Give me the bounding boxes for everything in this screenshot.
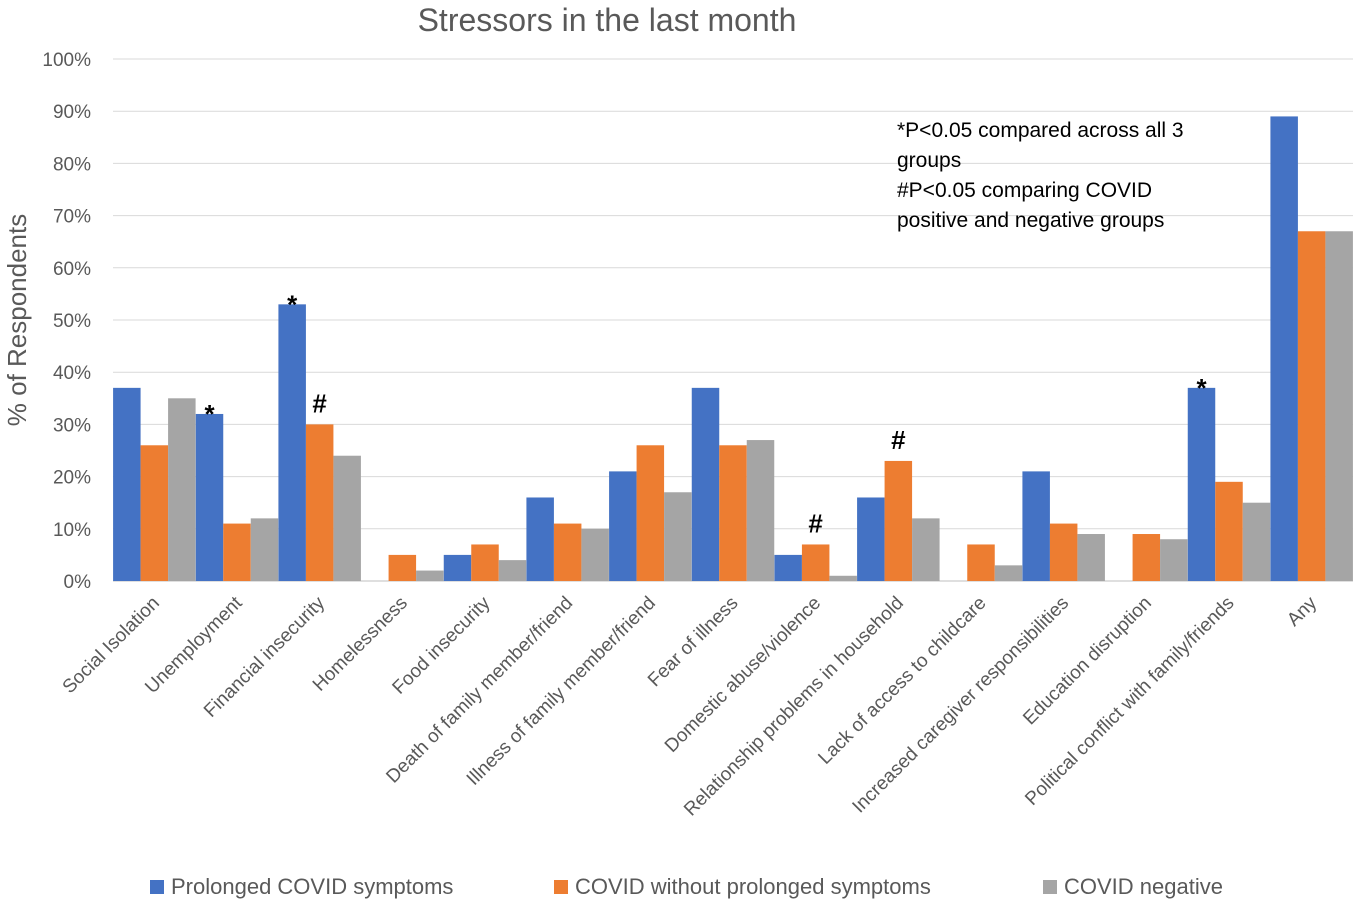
bar [829, 575, 857, 581]
legend-swatch-prolonged [150, 880, 164, 894]
bar [1187, 387, 1216, 581]
y-axis-ticks: 0% 10% 20% 30% 40% 50% 60% 70% 80% 90% 100% [42, 50, 91, 593]
bar [801, 544, 830, 581]
bar [113, 387, 141, 581]
gridlines [113, 58, 1353, 582]
bar [140, 445, 169, 581]
significance-marker: # [891, 425, 906, 455]
bar [223, 523, 251, 581]
x-tick-label: Lack of access to childcare [814, 593, 990, 769]
bar [1242, 502, 1271, 581]
bar [609, 471, 637, 581]
bars [113, 116, 1353, 582]
bar [278, 304, 306, 581]
significance-marker: * [204, 399, 215, 429]
bar [498, 560, 527, 581]
bar [1215, 481, 1243, 581]
y-tick-label: 40% [53, 363, 91, 384]
y-tick-label: 80% [53, 154, 91, 175]
bar [1297, 231, 1326, 581]
y-tick-label: 60% [53, 259, 91, 280]
y-tick-label: 30% [53, 415, 91, 436]
bar [443, 554, 472, 581]
bar [774, 554, 802, 581]
bar [884, 460, 913, 581]
bar [416, 570, 444, 581]
y-tick-label: 10% [53, 520, 91, 541]
bar [471, 544, 499, 581]
significance-note: *P<0.05 compared across all 3 groups #P<… [897, 116, 1227, 236]
bar [1270, 116, 1298, 582]
bar [691, 387, 720, 581]
y-tick-label: 100% [42, 50, 91, 71]
significance-marker: * [1196, 373, 1207, 403]
bar [719, 445, 747, 581]
bar [664, 492, 692, 581]
legend-swatch-negative [1043, 880, 1057, 894]
y-tick-label: 70% [53, 207, 91, 228]
y-tick-label: 50% [53, 311, 91, 332]
x-tick-label: Domestic abuse/violence [661, 593, 825, 757]
bar [1049, 523, 1078, 581]
legend-label-negative: COVID negative [1064, 874, 1223, 899]
bar [967, 544, 995, 581]
bar [1160, 539, 1188, 581]
y-tick-label: 90% [53, 102, 91, 123]
y-tick-label: 0% [64, 572, 92, 593]
bar [195, 413, 224, 581]
significance-marker: * [287, 289, 298, 319]
note-line-4: positive and negative groups [897, 209, 1165, 232]
chart-title: Stressors in the last month [418, 2, 797, 38]
bar [994, 565, 1023, 581]
significance-marker: # [808, 508, 823, 538]
bar [526, 497, 554, 581]
legend-item-prolonged: Prolonged COVID symptoms [150, 874, 453, 900]
bar [857, 497, 885, 581]
bar [912, 518, 940, 581]
bar [250, 518, 279, 581]
legend-label-without-prolonged: COVID without prolonged symptoms [575, 874, 931, 899]
significance-markers: * * # # # * [204, 289, 1207, 538]
x-tick-label: Any [1283, 592, 1321, 630]
bar [1325, 231, 1353, 581]
bar [746, 440, 775, 581]
bar [553, 523, 582, 581]
bar [1132, 534, 1161, 581]
bar [333, 455, 361, 581]
bar [1022, 471, 1050, 581]
note-line-2: groups [897, 149, 962, 172]
bar [636, 445, 665, 581]
bar [388, 554, 417, 581]
legend-swatch-without-prolonged [554, 880, 568, 894]
significance-marker: # [312, 388, 327, 418]
legend-item-negative: COVID negative [1043, 874, 1223, 900]
bar [168, 398, 196, 581]
legend: Prolonged COVID symptoms COVID without p… [0, 874, 1361, 904]
y-tick-label: 20% [53, 468, 91, 489]
note-line-3: #P<0.05 comparing COVID [897, 179, 1153, 202]
legend-label-prolonged: Prolonged COVID symptoms [171, 874, 454, 899]
bar [581, 528, 609, 581]
note-line-1: *P<0.05 compared across all 3 [897, 119, 1184, 142]
bar [305, 424, 334, 581]
bar [1077, 534, 1105, 581]
y-axis-label: % of Respondents [2, 214, 32, 426]
legend-item-without-prolonged: COVID without prolonged symptoms [554, 874, 931, 900]
